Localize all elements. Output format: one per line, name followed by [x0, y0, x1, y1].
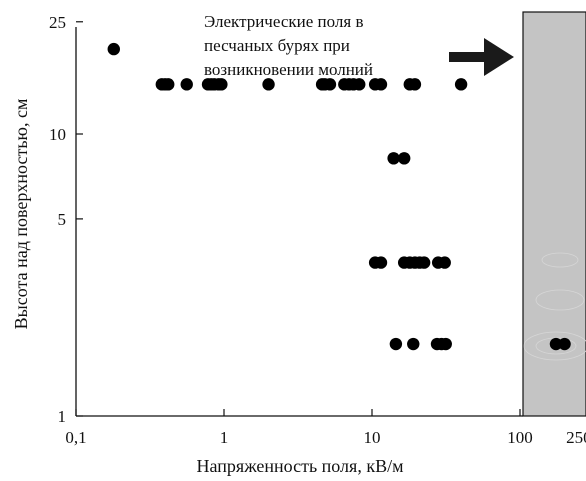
x-axis-title: Напряженность поля, кВ/м: [197, 456, 404, 476]
data-point: [389, 337, 403, 351]
data-point: [162, 78, 175, 91]
data-point: [215, 78, 228, 91]
data-point: [438, 256, 451, 269]
data-point: [407, 337, 420, 351]
x-tick-label: 10: [364, 428, 381, 447]
y-tick-label: 1: [58, 407, 67, 426]
shaded-region-texture: [523, 252, 586, 361]
data-point: [387, 152, 400, 165]
y-tick-label: 10: [49, 125, 66, 144]
arrow-icon: [449, 38, 514, 76]
x-tick-label: 0,1: [65, 428, 86, 447]
data-point: [439, 337, 452, 351]
x-axis-ticks: 0,1 1 10 100 250: [65, 409, 586, 447]
x-tick-label: 1: [220, 428, 229, 447]
data-point: [353, 78, 366, 91]
data-point: [397, 152, 411, 165]
data-point: [374, 256, 388, 269]
y-axis-ticks: 1 5 10 25: [49, 13, 83, 426]
annotation-line-1: Электрические поля в: [204, 12, 363, 31]
x-tick-label: 100: [507, 428, 533, 447]
y-tick-label: 25: [49, 13, 66, 32]
y-tick-label: 5: [58, 210, 67, 229]
data-point: [417, 256, 431, 269]
data-point: [558, 337, 571, 351]
y-axis-title: Высота над поверхностью, см: [11, 99, 31, 330]
x-tick-label: 250: [566, 428, 586, 447]
data-point: [374, 78, 388, 91]
data-point: [408, 78, 422, 91]
annotation-line-3: возникновении молний: [204, 60, 373, 79]
annotation: Электрические поля в песчаных бурях при …: [204, 12, 373, 79]
annotation-line-2: песчаных бурях при: [204, 36, 350, 55]
data-points: [107, 42, 571, 351]
data-point: [323, 78, 337, 91]
data-point: [180, 78, 193, 91]
data-point: [549, 337, 563, 351]
data-point: [107, 42, 120, 56]
data-point: [454, 78, 468, 91]
data-point: [262, 78, 275, 91]
